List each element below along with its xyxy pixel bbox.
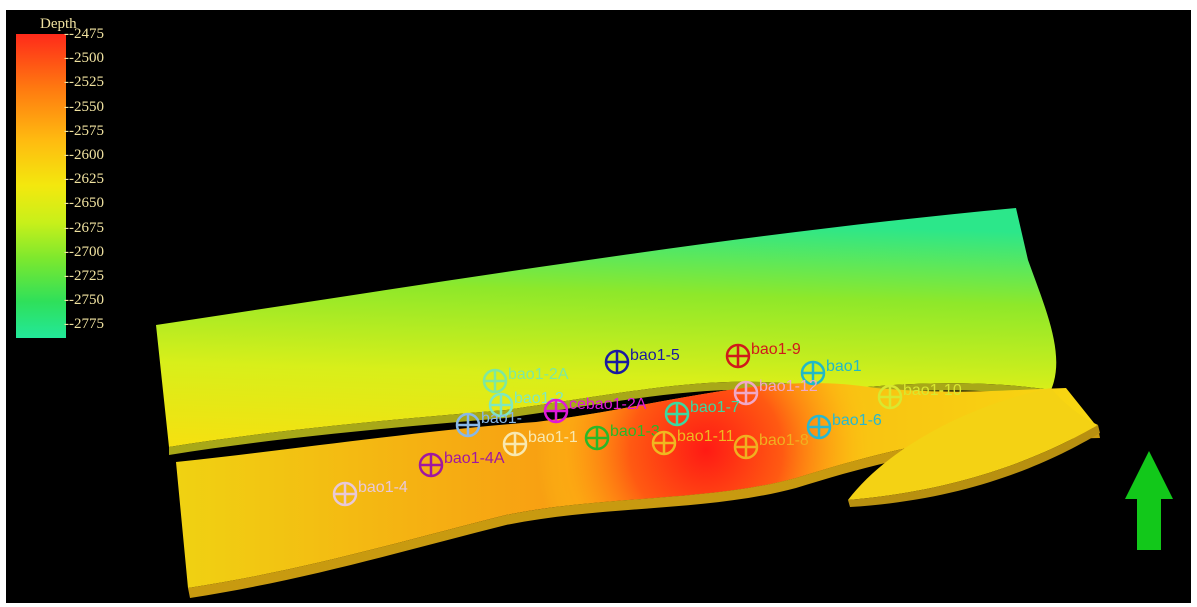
lower-block-hotspot bbox=[176, 383, 1098, 588]
well-crosshair-icon bbox=[458, 415, 478, 435]
well-marker[interactable]: bao1-7 bbox=[664, 399, 740, 427]
well-marker[interactable]: bao1-1 bbox=[502, 429, 578, 457]
well-crosshair-icon bbox=[667, 404, 687, 424]
well-crosshair-icon bbox=[736, 383, 756, 403]
well-marker[interactable]: bao1-12 bbox=[733, 378, 818, 406]
3d-viewport[interactable]: Depth --2475 --2500 --2525 --2550 --2575 --26… bbox=[6, 10, 1191, 603]
well-symbol-icon bbox=[733, 434, 759, 460]
well-marker[interactable]: bao1-3 bbox=[584, 423, 660, 451]
well-label: bao1-11 bbox=[677, 428, 735, 445]
legend-tick: --2675 bbox=[64, 219, 104, 236]
well-symbol-icon bbox=[584, 425, 610, 451]
well-marker[interactable]: bao1-11 bbox=[651, 428, 735, 456]
well-label: bao1-2A bbox=[508, 366, 569, 383]
legend-tick: --2475 bbox=[64, 26, 104, 42]
well-symbol-icon bbox=[806, 414, 832, 440]
well-symbol-icon bbox=[418, 452, 444, 478]
depth-color-scale bbox=[16, 34, 66, 338]
legend-tick: --2725 bbox=[64, 268, 104, 284]
well-symbol-icon bbox=[800, 360, 826, 386]
well-marker[interactable]: bao1-5 bbox=[604, 347, 680, 375]
well-symbol-icon bbox=[664, 401, 690, 427]
well-label: bao1-10 bbox=[903, 382, 962, 399]
well-symbol-icon bbox=[332, 481, 358, 507]
well-crosshair-icon bbox=[335, 484, 355, 504]
well-crosshair-icon bbox=[803, 363, 823, 383]
structure-surface-scene: bao1-5 bao1-9 bao1 bao1-2A bao1-12 bao1-10 bao… bbox=[156, 208, 1173, 598]
lower-block-edge bbox=[188, 428, 1100, 598]
well-symbol-icon bbox=[725, 343, 751, 369]
well-crosshair-icon bbox=[607, 352, 627, 372]
well-label: bao1-4 bbox=[358, 479, 408, 496]
wedge-block-edge bbox=[848, 425, 1100, 507]
well-crosshair-icon bbox=[421, 455, 441, 475]
well-symbol-icon bbox=[488, 392, 514, 418]
legend-tick: --2500 bbox=[64, 50, 104, 67]
well-symbol-icon bbox=[502, 431, 528, 457]
well-label: bao1-8 bbox=[759, 432, 809, 449]
legend-tick: --2750 bbox=[64, 292, 104, 309]
well-label: bao1-9 bbox=[751, 341, 801, 358]
well-crosshair-icon bbox=[880, 387, 900, 407]
well-crosshair-icon bbox=[491, 395, 511, 415]
legend-tick: --2625 bbox=[64, 171, 104, 188]
legend-tick: --2550 bbox=[64, 98, 104, 115]
well-crosshair-icon bbox=[728, 346, 748, 366]
well-marker[interactable]: bao1-2A bbox=[482, 366, 569, 394]
well-crosshair-icon bbox=[587, 428, 607, 448]
well-label: bao1-6 bbox=[832, 412, 882, 429]
well-markers: bao1-5 bao1-9 bao1 bao1-2A bao1-12 bao1-10 bao… bbox=[332, 341, 962, 507]
legend-tick: --2575 bbox=[64, 122, 104, 139]
wedge-fault-block bbox=[848, 388, 1098, 500]
well-label: bao1- bbox=[481, 410, 522, 427]
legend-tick: --2775 bbox=[64, 316, 104, 333]
well-crosshair-icon bbox=[546, 401, 566, 421]
well-symbol-icon bbox=[543, 398, 569, 424]
well-symbol-icon bbox=[733, 380, 759, 406]
well-symbol-icon bbox=[482, 368, 508, 394]
well-marker[interactable]: bao1-9 bbox=[725, 341, 801, 369]
upper-block-edge bbox=[169, 381, 1051, 455]
legend-tick: --2700 bbox=[64, 243, 104, 260]
well-marker[interactable]: bao1-6 bbox=[806, 412, 882, 440]
well-label: bao1-12 bbox=[759, 378, 818, 395]
well-label: cebao1-2A bbox=[569, 396, 647, 413]
legend-tick: --2650 bbox=[64, 195, 104, 212]
well-marker[interactable]: bao1-4A bbox=[418, 450, 505, 478]
well-symbol-icon bbox=[455, 412, 481, 438]
well-crosshair-icon bbox=[654, 433, 674, 453]
well-marker[interactable]: bao1-8 bbox=[733, 432, 809, 460]
well-label: bao1 bbox=[826, 358, 862, 375]
well-label: bao1-5 bbox=[630, 347, 680, 364]
well-marker[interactable]: bao1-10 bbox=[877, 382, 962, 410]
well-label: bao1-7 bbox=[690, 399, 740, 416]
up-arrow-icon bbox=[1125, 451, 1173, 550]
legend-tick: --2600 bbox=[64, 147, 104, 163]
well-crosshair-icon bbox=[809, 417, 829, 437]
well-label: bao1-2 bbox=[514, 390, 564, 407]
well-symbol-icon bbox=[604, 349, 630, 375]
well-symbol-icon bbox=[877, 384, 903, 410]
well-crosshair-icon bbox=[485, 371, 505, 391]
well-crosshair-icon bbox=[736, 437, 756, 457]
well-marker[interactable]: bao1- bbox=[455, 410, 522, 438]
well-symbol-icon bbox=[651, 430, 677, 456]
well-marker[interactable]: bao1-2 bbox=[488, 390, 564, 418]
well-marker[interactable]: cebao1-2A bbox=[543, 396, 647, 424]
well-label: bao1-3 bbox=[610, 423, 660, 440]
legend-tick: --2525 bbox=[64, 74, 104, 91]
legend-title: Depth bbox=[40, 16, 77, 32]
well-crosshair-icon bbox=[505, 434, 525, 454]
well-marker[interactable]: bao1-4 bbox=[332, 479, 408, 507]
well-marker[interactable]: bao1 bbox=[800, 358, 862, 386]
well-label: bao1-1 bbox=[528, 429, 578, 446]
well-label: bao1-4A bbox=[444, 450, 505, 467]
